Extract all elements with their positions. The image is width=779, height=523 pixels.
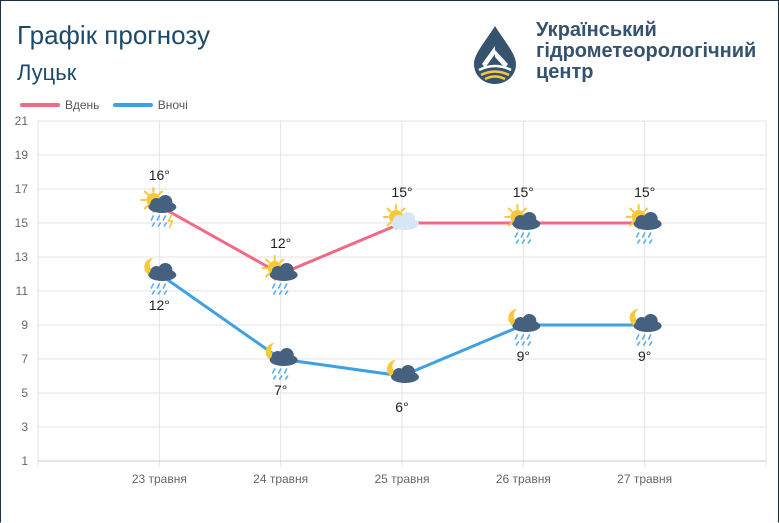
y-tick-label: 7 <box>21 352 28 366</box>
x-tick-label: 27 травня <box>617 472 672 486</box>
moon-cloud-icon <box>386 359 419 383</box>
moon-cloud-rain-icon <box>508 308 541 346</box>
y-tick-label: 21 <box>15 114 29 128</box>
y-tick-label: 3 <box>21 420 28 434</box>
day-temp-label: 16° <box>149 167 170 183</box>
night-temp-label: 7° <box>274 382 287 398</box>
day-temp-label: 15° <box>634 184 655 200</box>
page-title: Графік прогнозу <box>17 20 210 50</box>
night-temp-label: 6° <box>395 399 408 415</box>
sun-cloud-rain-icon <box>261 255 298 295</box>
hydromet-logo-icon <box>470 24 520 91</box>
sun-cloud-icon <box>383 204 419 230</box>
night-temp-label: 9° <box>517 348 530 364</box>
night-temp-label: 12° <box>149 297 170 313</box>
moon-cloud-rain-icon <box>265 342 298 380</box>
legend-swatch-night <box>112 103 153 107</box>
sun-cloud-rain-icon <box>504 204 541 244</box>
legend-item-night[interactable]: Вночі <box>112 98 188 112</box>
y-tick-label: 17 <box>15 182 29 196</box>
y-tick-label: 15 <box>15 216 29 230</box>
x-tick-label: 24 травня <box>253 472 308 486</box>
sun-cloud-thunder-rain-icon <box>140 187 177 229</box>
x-tick-label: 26 травня <box>496 472 551 486</box>
legend-label-night: Вночі <box>157 98 188 112</box>
legend-label-day: Вдень <box>65 98 100 112</box>
x-tick-label: 25 травня <box>374 472 429 486</box>
moon-cloud-rain-icon <box>629 308 662 346</box>
night-temp-label: 9° <box>638 348 651 364</box>
organization-name: Український гідрометеорологічний центр <box>536 19 757 83</box>
y-tick-label: 11 <box>16 284 29 298</box>
y-tick-label: 5 <box>21 386 28 400</box>
y-tick-label: 19 <box>15 148 29 162</box>
y-tick-label: 9 <box>21 318 28 332</box>
legend-item-day[interactable]: Вдень <box>20 98 99 112</box>
sun-cloud-rain-icon <box>625 204 662 244</box>
chart-legend: Вдень Вночі <box>20 96 198 112</box>
day-temp-label: 15° <box>513 184 534 200</box>
day-temp-label: 15° <box>391 184 412 200</box>
day-temp-label: 12° <box>270 235 291 251</box>
y-tick-label: 13 <box>15 250 29 264</box>
city-name: Луцьк <box>17 60 77 85</box>
x-tick-label: 23 травня <box>132 472 187 486</box>
y-tick-label: 1 <box>21 454 28 468</box>
moon-cloud-rain-icon <box>144 257 177 295</box>
legend-swatch-day <box>20 103 60 107</box>
